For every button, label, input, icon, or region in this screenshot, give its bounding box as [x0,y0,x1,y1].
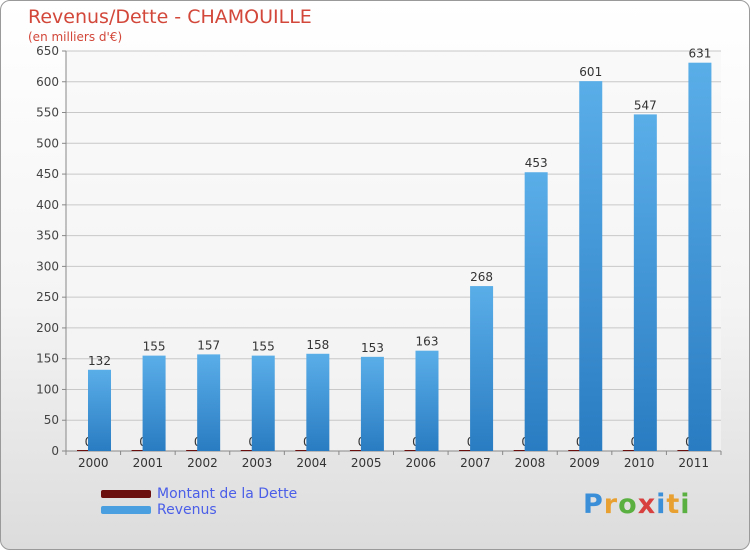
data-label-revenus: 132 [88,354,111,368]
x-tick-label: 2007 [460,456,491,470]
y-tick-label: 200 [36,321,59,335]
bar-revenus [524,172,548,451]
y-tick-label: 550 [36,106,59,120]
data-label-revenus: 157 [197,338,220,352]
y-tick-label: 250 [36,290,59,304]
x-tick-label: 2008 [515,456,546,470]
legend-swatch-dette [101,490,151,498]
x-tick-label: 2011 [678,456,709,470]
legend-label-dette: Montant de la Dette [157,486,298,502]
legend-swatch-revenus [101,506,151,514]
x-tick-label: 2006 [406,456,437,470]
bar-revenus [415,350,439,451]
x-tick-label: 2004 [296,456,327,470]
y-tick-label: 100 [36,382,59,396]
data-label-revenus: 153 [361,341,384,355]
bar-revenus [197,354,221,451]
data-label-revenus: 155 [143,340,166,354]
y-tick-label: 350 [36,229,59,243]
x-tick-label: 2003 [242,456,273,470]
legend-label-revenus: Revenus [157,502,217,518]
data-label-revenus: 155 [252,340,275,354]
bar-revenus [633,114,657,451]
bar-revenus [142,355,166,451]
x-tick-label: 2005 [351,456,382,470]
plot-area [66,51,721,451]
x-tick-label: 2000 [78,456,109,470]
bar-revenus [688,62,712,451]
bar-revenus [306,353,330,451]
bar-revenus [579,81,603,452]
y-tick-label: 600 [36,75,59,89]
data-label-revenus: 453 [525,156,548,170]
bar-revenus [251,355,275,451]
x-tick-label: 2009 [569,456,600,470]
x-tick-label: 2001 [133,456,164,470]
y-tick-label: 0 [51,444,59,458]
bar-revenus [470,286,494,451]
y-tick-label: 650 [36,44,59,58]
proxiti-logo: Proxiti [583,489,691,520]
bar-revenus [360,356,384,451]
y-tick-label: 300 [36,259,59,273]
y-tick-label: 450 [36,167,59,181]
data-label-revenus: 601 [579,65,602,79]
bar-revenus [88,369,111,451]
y-tick-label: 50 [44,413,59,427]
chart-title: Revenus/Dette - CHAMOUILLE [28,6,312,28]
chart-subtitle: (en milliers d'€) [28,30,123,44]
x-tick-label: 2002 [187,456,218,470]
y-tick-label: 500 [36,136,59,150]
data-label-revenus: 631 [688,47,711,61]
data-label-revenus: 268 [470,270,493,284]
data-label-revenus: 547 [634,98,657,112]
data-label-revenus: 163 [416,335,439,349]
y-tick-label: 150 [36,352,59,366]
data-label-revenus: 158 [306,338,329,352]
y-tick-label: 400 [36,198,59,212]
x-tick-label: 2010 [624,456,655,470]
